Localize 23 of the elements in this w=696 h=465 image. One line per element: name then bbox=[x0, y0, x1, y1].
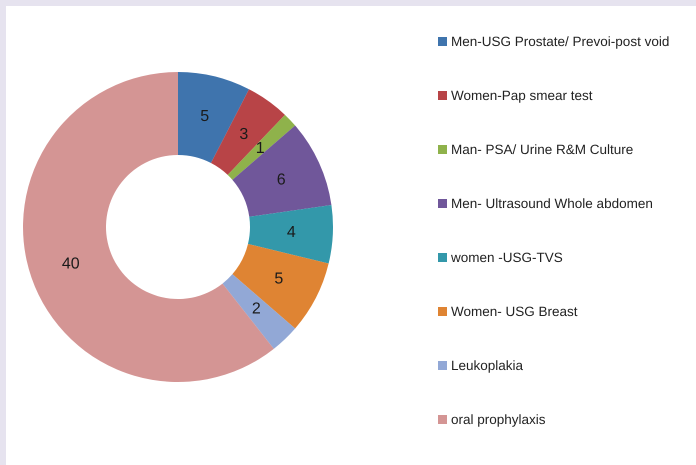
legend-label: Men-USG Prostate/ Prevoi-post void bbox=[451, 34, 670, 48]
legend-label: Men- Ultrasound Whole abdomen bbox=[451, 196, 653, 210]
donut-slice bbox=[23, 72, 274, 382]
data-label: 1 bbox=[256, 140, 265, 158]
donut-slice bbox=[210, 89, 285, 175]
legend-label: women -USG-TVS bbox=[451, 250, 563, 264]
donut-slice bbox=[222, 274, 296, 349]
data-label: 6 bbox=[276, 171, 286, 188]
data-label: 4 bbox=[286, 224, 296, 241]
donut-slice bbox=[178, 72, 250, 164]
data-label: 3 bbox=[239, 126, 248, 144]
data-label: 2 bbox=[252, 300, 261, 318]
donut-slice bbox=[232, 244, 329, 329]
donut-slice bbox=[248, 204, 333, 264]
legend-label: Man- PSA/ Urine R&M Culture bbox=[451, 142, 634, 156]
data-label: 5 bbox=[200, 108, 210, 126]
data-label: 5 bbox=[274, 270, 284, 288]
legend-label: Women- USG Breast bbox=[451, 304, 578, 318]
legend-label: oral prophylaxis bbox=[451, 412, 546, 426]
legend-label: Leukoplakia bbox=[451, 358, 524, 372]
donut-slice bbox=[232, 125, 332, 217]
data-label: 40 bbox=[62, 256, 80, 273]
legend-label: Women-Pap smear test bbox=[451, 88, 593, 102]
